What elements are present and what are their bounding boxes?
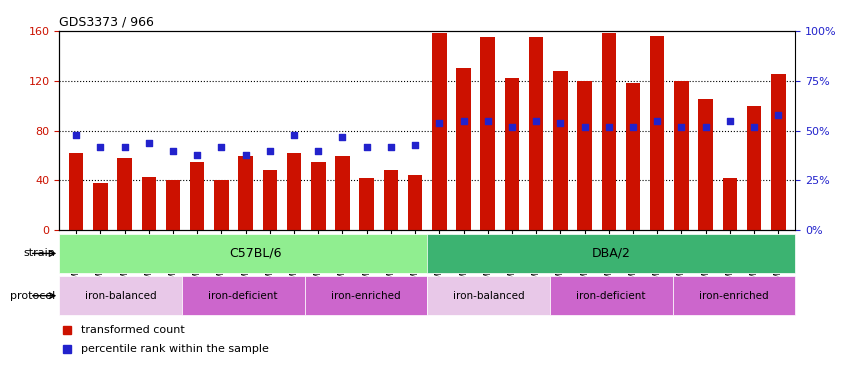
Text: transformed count: transformed count (81, 325, 185, 335)
Point (530, 118, 543, 124)
FancyBboxPatch shape (182, 276, 305, 315)
Point (69, 131, 83, 137)
Bar (118, 158, 132, 230)
Bar (287, 153, 301, 230)
Text: C57BL/6: C57BL/6 (229, 247, 282, 260)
Point (674, 124, 688, 130)
FancyBboxPatch shape (59, 234, 452, 273)
Point (118, 144, 131, 150)
Text: protocol: protocol (10, 291, 55, 301)
Bar (262, 170, 277, 230)
FancyBboxPatch shape (59, 276, 182, 315)
Bar (166, 180, 180, 230)
Point (505, 124, 519, 130)
Point (336, 134, 349, 140)
Bar (383, 170, 398, 230)
Bar (553, 71, 568, 230)
Point (553, 119, 567, 126)
Point (384, 144, 398, 150)
Point (699, 124, 712, 130)
FancyBboxPatch shape (305, 276, 427, 315)
Bar (141, 177, 156, 230)
Point (772, 111, 785, 118)
Point (651, 118, 664, 124)
Bar (674, 81, 689, 230)
Bar (360, 178, 374, 230)
Point (747, 124, 761, 130)
Bar (771, 74, 786, 230)
Point (190, 151, 204, 157)
Bar (69, 153, 84, 230)
Point (481, 118, 495, 124)
Bar (747, 106, 761, 230)
Text: iron-deficient: iron-deficient (576, 291, 646, 301)
Point (360, 144, 373, 150)
Text: percentile rank within the sample: percentile rank within the sample (81, 344, 269, 354)
Text: iron-balanced: iron-balanced (453, 291, 525, 301)
Text: iron-deficient: iron-deficient (208, 291, 278, 301)
Point (167, 147, 180, 154)
Bar (505, 78, 519, 230)
Bar (626, 83, 640, 230)
Point (578, 124, 591, 130)
FancyBboxPatch shape (427, 234, 795, 273)
Point (311, 147, 325, 154)
Point (602, 124, 616, 130)
FancyBboxPatch shape (673, 276, 795, 315)
Point (626, 124, 640, 130)
Bar (456, 68, 471, 230)
Point (142, 139, 156, 146)
Point (94, 144, 107, 150)
Point (457, 118, 470, 124)
Bar (311, 162, 326, 230)
FancyBboxPatch shape (427, 276, 550, 315)
Text: strain: strain (23, 248, 55, 258)
Point (263, 147, 277, 154)
Text: DBA/2: DBA/2 (592, 247, 630, 260)
Bar (214, 180, 228, 230)
Text: iron-balanced: iron-balanced (85, 291, 157, 301)
Point (288, 131, 301, 137)
Point (723, 118, 737, 124)
Bar (650, 36, 664, 230)
Point (409, 141, 422, 147)
Bar (602, 33, 616, 230)
Point (215, 144, 228, 150)
Text: GDS3373 / 966: GDS3373 / 966 (59, 15, 154, 28)
Bar (93, 183, 107, 230)
Bar (335, 156, 349, 230)
Bar (481, 37, 495, 230)
Bar (190, 162, 205, 230)
Bar (577, 81, 592, 230)
Point (239, 151, 252, 157)
Bar (432, 33, 447, 230)
FancyBboxPatch shape (550, 276, 673, 315)
Point (432, 119, 446, 126)
Bar (722, 178, 737, 230)
Text: iron-enriched: iron-enriched (331, 291, 401, 301)
Text: iron-enriched: iron-enriched (699, 291, 769, 301)
Bar (239, 156, 253, 230)
Bar (408, 175, 422, 230)
Bar (529, 37, 543, 230)
Bar (699, 99, 713, 230)
